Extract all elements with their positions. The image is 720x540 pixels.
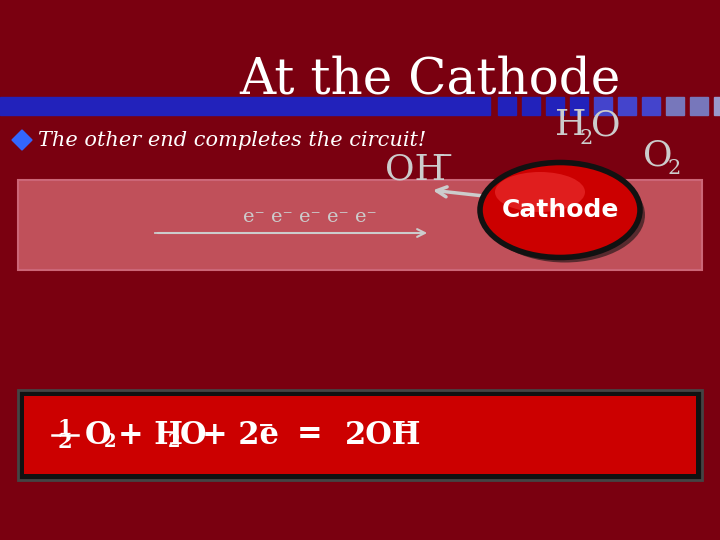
Bar [666,97,684,115]
Bar [18,180,702,270]
Bar [18,390,702,480]
Text: −: − [400,417,416,435]
Bar [0,97,490,115]
Bar [714,97,720,115]
Bar [522,97,540,115]
Text: At the Cathode: At the Cathode [239,55,621,105]
Ellipse shape [480,163,640,258]
Text: O: O [85,420,112,450]
Polygon shape [12,130,32,150]
Ellipse shape [495,172,585,212]
Text: OH: OH [385,153,446,187]
Bar [24,396,696,474]
Text: 2OH: 2OH [345,420,421,450]
Bar [690,97,708,115]
Text: H: H [555,108,587,142]
Bar [570,97,588,115]
Text: −: − [258,417,274,435]
Bar [618,97,636,115]
Text: + 2e: + 2e [202,420,279,450]
Text: 1: 1 [58,418,72,438]
Text: e⁻ e⁻ e⁻ e⁻ e⁻: e⁻ e⁻ e⁻ e⁻ e⁻ [243,208,377,226]
Text: 2: 2 [58,432,72,452]
Bar [546,97,564,115]
Text: + H: + H [118,420,183,450]
Text: 2: 2 [168,433,181,451]
Bar [594,97,612,115]
Bar [498,97,516,115]
Text: O: O [643,138,672,172]
Text: Cathode: Cathode [501,198,618,222]
Text: −: − [433,145,453,168]
Text: O: O [591,108,621,142]
Text: O: O [180,420,207,450]
Bar [642,97,660,115]
Text: The other end completes the circuit!: The other end completes the circuit! [38,131,426,150]
Text: 2: 2 [580,129,593,147]
Text: =: = [297,420,323,450]
Ellipse shape [485,167,645,262]
Text: 2: 2 [668,159,681,178]
Text: 2: 2 [104,433,117,451]
